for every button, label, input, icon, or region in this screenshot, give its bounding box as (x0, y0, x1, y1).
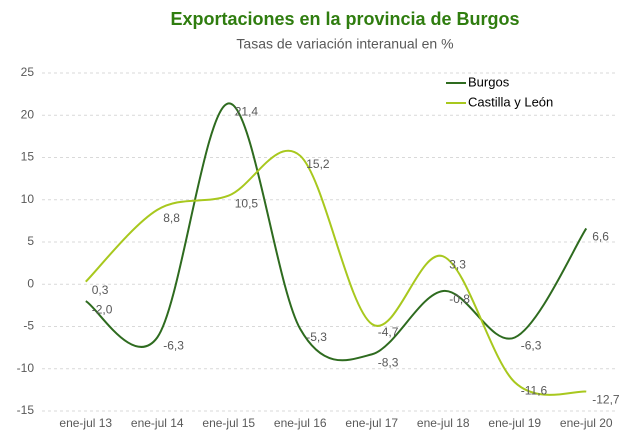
y-tick-label: -15 (17, 403, 35, 417)
data-label: -2,0 (92, 302, 113, 316)
y-tick-label: -10 (17, 361, 35, 375)
data-label: 21,4 (235, 105, 259, 119)
y-tick-label: -5 (23, 319, 34, 333)
x-tick-label: ene-jul 17 (345, 416, 398, 430)
data-label: -11,6 (521, 383, 548, 397)
y-tick-label: 15 (21, 150, 35, 164)
data-label: -8,3 (378, 356, 399, 370)
data-label: -4,7 (378, 325, 399, 339)
data-label: -6,3 (163, 339, 184, 353)
chart-title: Exportaciones en la provincia de Burgos (170, 9, 519, 29)
data-label: -5,3 (306, 330, 327, 344)
legend-label: Burgos (468, 74, 510, 89)
y-tick-label: 5 (27, 234, 34, 248)
series-line (85, 102, 588, 362)
x-tick-label: ene-jul 16 (274, 416, 327, 430)
data-label: 3,3 (449, 258, 466, 272)
data-label: -0,8 (449, 292, 470, 306)
data-label: -6,3 (521, 339, 542, 353)
y-tick-label: 0 (27, 276, 34, 290)
data-label: 15,2 (306, 157, 330, 171)
y-tick-label: 10 (21, 192, 35, 206)
x-tick-label: ene-jul 19 (488, 416, 541, 430)
data-label: 0,3 (92, 283, 109, 297)
chart-subtitle: Tasas de variación interanual en % (236, 36, 453, 52)
data-label: 6,6 (592, 230, 609, 244)
x-tick-label: ene-jul 15 (202, 416, 255, 430)
x-tick-label: ene-jul 13 (59, 416, 112, 430)
y-tick-label: 25 (21, 65, 35, 79)
x-tick-label: ene-jul 14 (131, 416, 184, 430)
data-label: -12,7 (592, 393, 620, 407)
data-label: 10,5 (235, 197, 259, 211)
x-tick-label: ene-jul 20 (560, 416, 613, 430)
x-tick-label: ene-jul 18 (417, 416, 470, 430)
series-line (85, 149, 587, 396)
data-label: 8,8 (163, 211, 180, 225)
y-tick-label: 20 (21, 107, 35, 121)
legend-label: Castilla y León (468, 94, 553, 109)
